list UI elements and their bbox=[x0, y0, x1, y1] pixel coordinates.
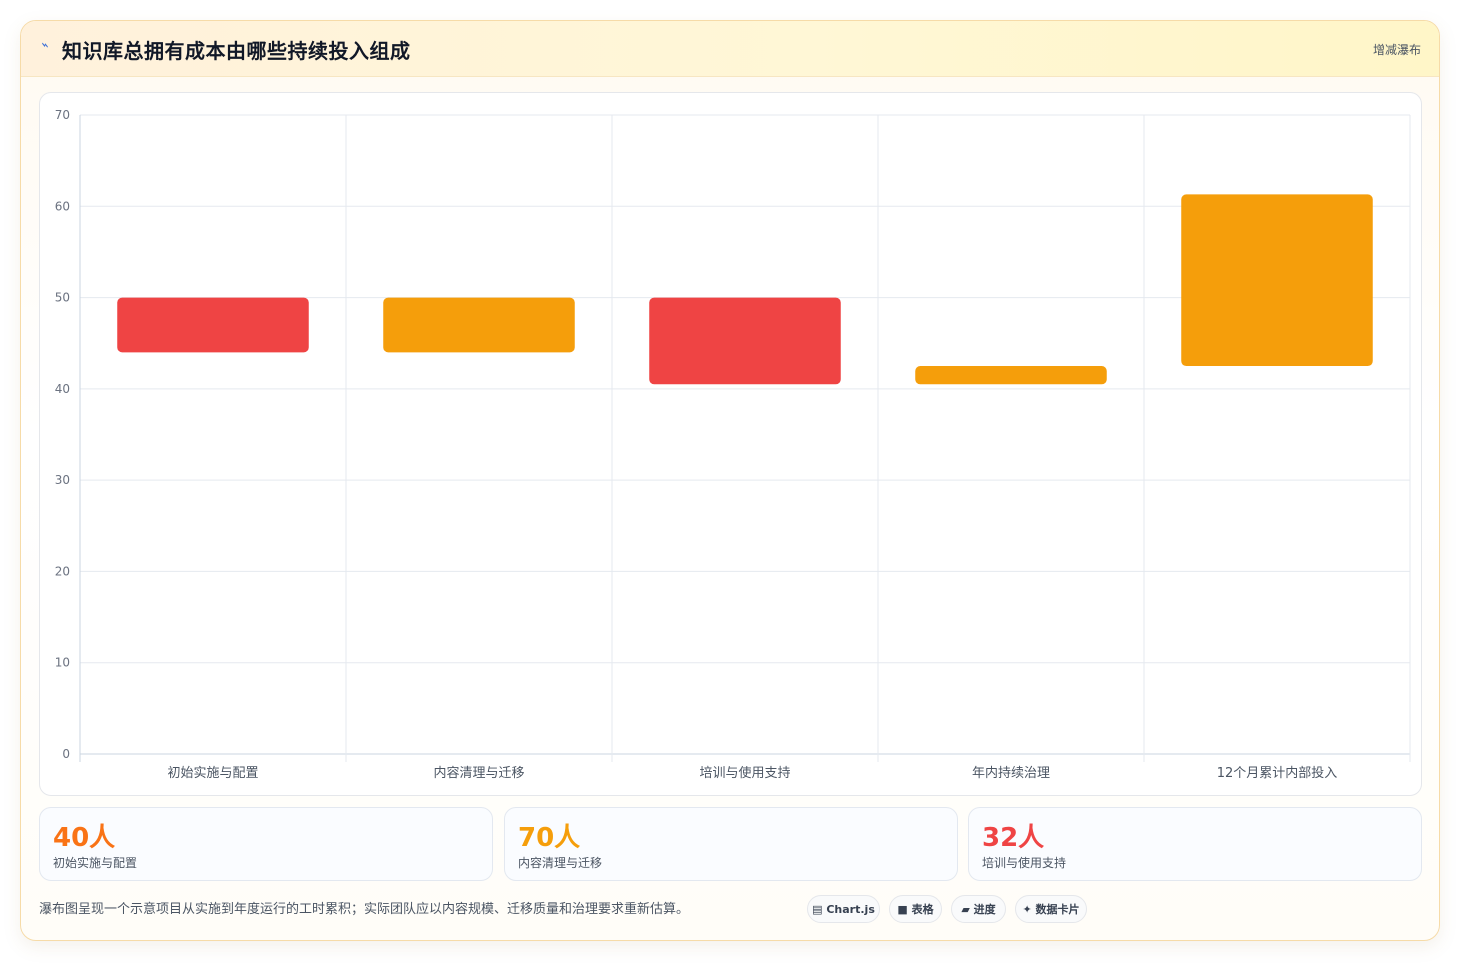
x-tick-label: 内容清理与迁移 bbox=[433, 765, 524, 781]
waterfall-bar bbox=[915, 366, 1107, 385]
y-tick-label: 70 bbox=[55, 108, 70, 122]
pill-label: 数据卡片 bbox=[1035, 903, 1080, 916]
waterfall-chart: 0 10 20 30 40 50 60 70 初始实施与配置 内容清理与迁移 培训与使用支持 年内持续… bbox=[55, 108, 1411, 781]
pill-table[interactable]: ■ 表格 bbox=[889, 895, 942, 923]
waterfall-bar bbox=[383, 297, 575, 353]
pill-chartjs[interactable]: ▤ Chart.js bbox=[807, 895, 880, 923]
pill-label: 表格 bbox=[911, 903, 934, 916]
waterfall-bar bbox=[1181, 194, 1373, 367]
y-tick-label: 30 bbox=[55, 473, 70, 487]
progress-icon: ▰ bbox=[961, 903, 970, 916]
spark-icon: ⌁ bbox=[38, 37, 52, 54]
stat-label: 初始实施与配置 bbox=[53, 856, 138, 870]
x-tick-label: 初始实施与配置 bbox=[167, 766, 258, 781]
y-tick-label: 0 bbox=[62, 747, 70, 761]
table-icon: ■ bbox=[897, 903, 908, 916]
chart-subtitle: 增减瀑布 bbox=[1372, 43, 1421, 57]
stat-card-1: 40人 初始实施与配置 bbox=[39, 807, 493, 881]
sparkle-icon: ✦ bbox=[1022, 903, 1032, 916]
y-tick-label: 20 bbox=[55, 564, 70, 578]
stat-value: 70人 bbox=[518, 823, 581, 853]
x-tick-label: 12个月累计内部投入 bbox=[1217, 765, 1338, 781]
stat-value: 32人 bbox=[982, 823, 1045, 853]
y-tick-label: 50 bbox=[55, 291, 70, 305]
stat-label: 内容清理与迁移 bbox=[518, 856, 603, 870]
x-tick-label: 年内持续治理 bbox=[972, 765, 1050, 781]
stat-card-2: 70人 内容清理与迁移 bbox=[504, 807, 958, 881]
y-tick-label: 60 bbox=[55, 199, 70, 213]
waterfall-bar bbox=[649, 297, 841, 385]
chart-panel: 0 10 20 30 40 50 60 70 初始实施与配置 内容清理与迁移 培训与使用支持 年内持续… bbox=[39, 92, 1422, 796]
stat-value: 40人 bbox=[53, 823, 116, 853]
y-tick-label: 10 bbox=[55, 656, 70, 670]
card-header: ⌁ 知识库总拥有成本由哪些持续投入组成 增减瀑布 bbox=[21, 21, 1439, 77]
chart-icon: ▤ bbox=[812, 903, 823, 916]
pill-label: 进度 bbox=[973, 903, 996, 916]
stat-card-3: 32人 培训与使用支持 bbox=[968, 807, 1422, 881]
pill-data-cards[interactable]: ✦ 数据卡片 bbox=[1015, 895, 1087, 923]
pill-progress[interactable]: ▰ 进度 bbox=[951, 895, 1006, 923]
footnote: 瀑布图呈现一个示意项目从实施到年度运行的工时累积；实际团队应以内容规模、迁移质量… bbox=[39, 902, 690, 917]
stat-label: 培训与使用支持 bbox=[982, 856, 1067, 870]
y-tick-label: 40 bbox=[55, 382, 70, 396]
x-tick-label: 培训与使用支持 bbox=[699, 765, 790, 781]
page-title: 知识库总拥有成本由哪些持续投入组成 bbox=[62, 39, 411, 63]
chart-card: ⌁ 知识库总拥有成本由哪些持续投入组成 增减瀑布 0 10 20 30 40 50 60 70… bbox=[20, 20, 1440, 941]
pill-label: Chart.js bbox=[826, 903, 875, 916]
waterfall-bar bbox=[117, 297, 309, 353]
